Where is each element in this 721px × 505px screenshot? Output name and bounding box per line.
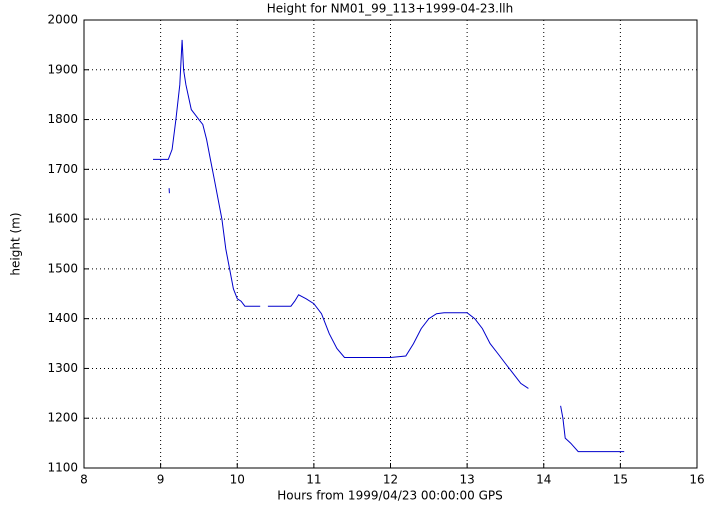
x-tick-label: 12 [383,473,398,487]
x-axis-label: Hours from 1999/04/23 00:00:00 GPS [277,489,503,503]
x-tick-label: 11 [306,473,321,487]
x-tick-label: 14 [536,473,551,487]
x-tick-label: 13 [459,473,474,487]
y-tick-label: 1100 [47,461,78,475]
chart-title: Height for NM01_99_113+1999-04-23.llh [267,2,513,16]
y-tick-label: 2000 [47,13,78,27]
y-tick-label: 1800 [47,112,78,126]
x-tick-label: 15 [613,473,628,487]
y-tick-label: 1700 [47,162,78,176]
y-tick-label: 1400 [47,311,78,325]
x-tick-label: 8 [80,473,88,487]
x-tick-label: 10 [230,473,245,487]
y-tick-label: 1600 [47,212,78,226]
y-tick-label: 1300 [47,361,78,375]
y-axis-label: height (m) [9,212,23,275]
y-tick-label: 1200 [47,411,78,425]
y-tick-label: 1500 [47,261,78,275]
data-line [153,39,625,453]
x-tick-label: 16 [689,473,704,487]
y-tick-label: 1900 [47,62,78,76]
x-tick-label: 9 [157,473,165,487]
